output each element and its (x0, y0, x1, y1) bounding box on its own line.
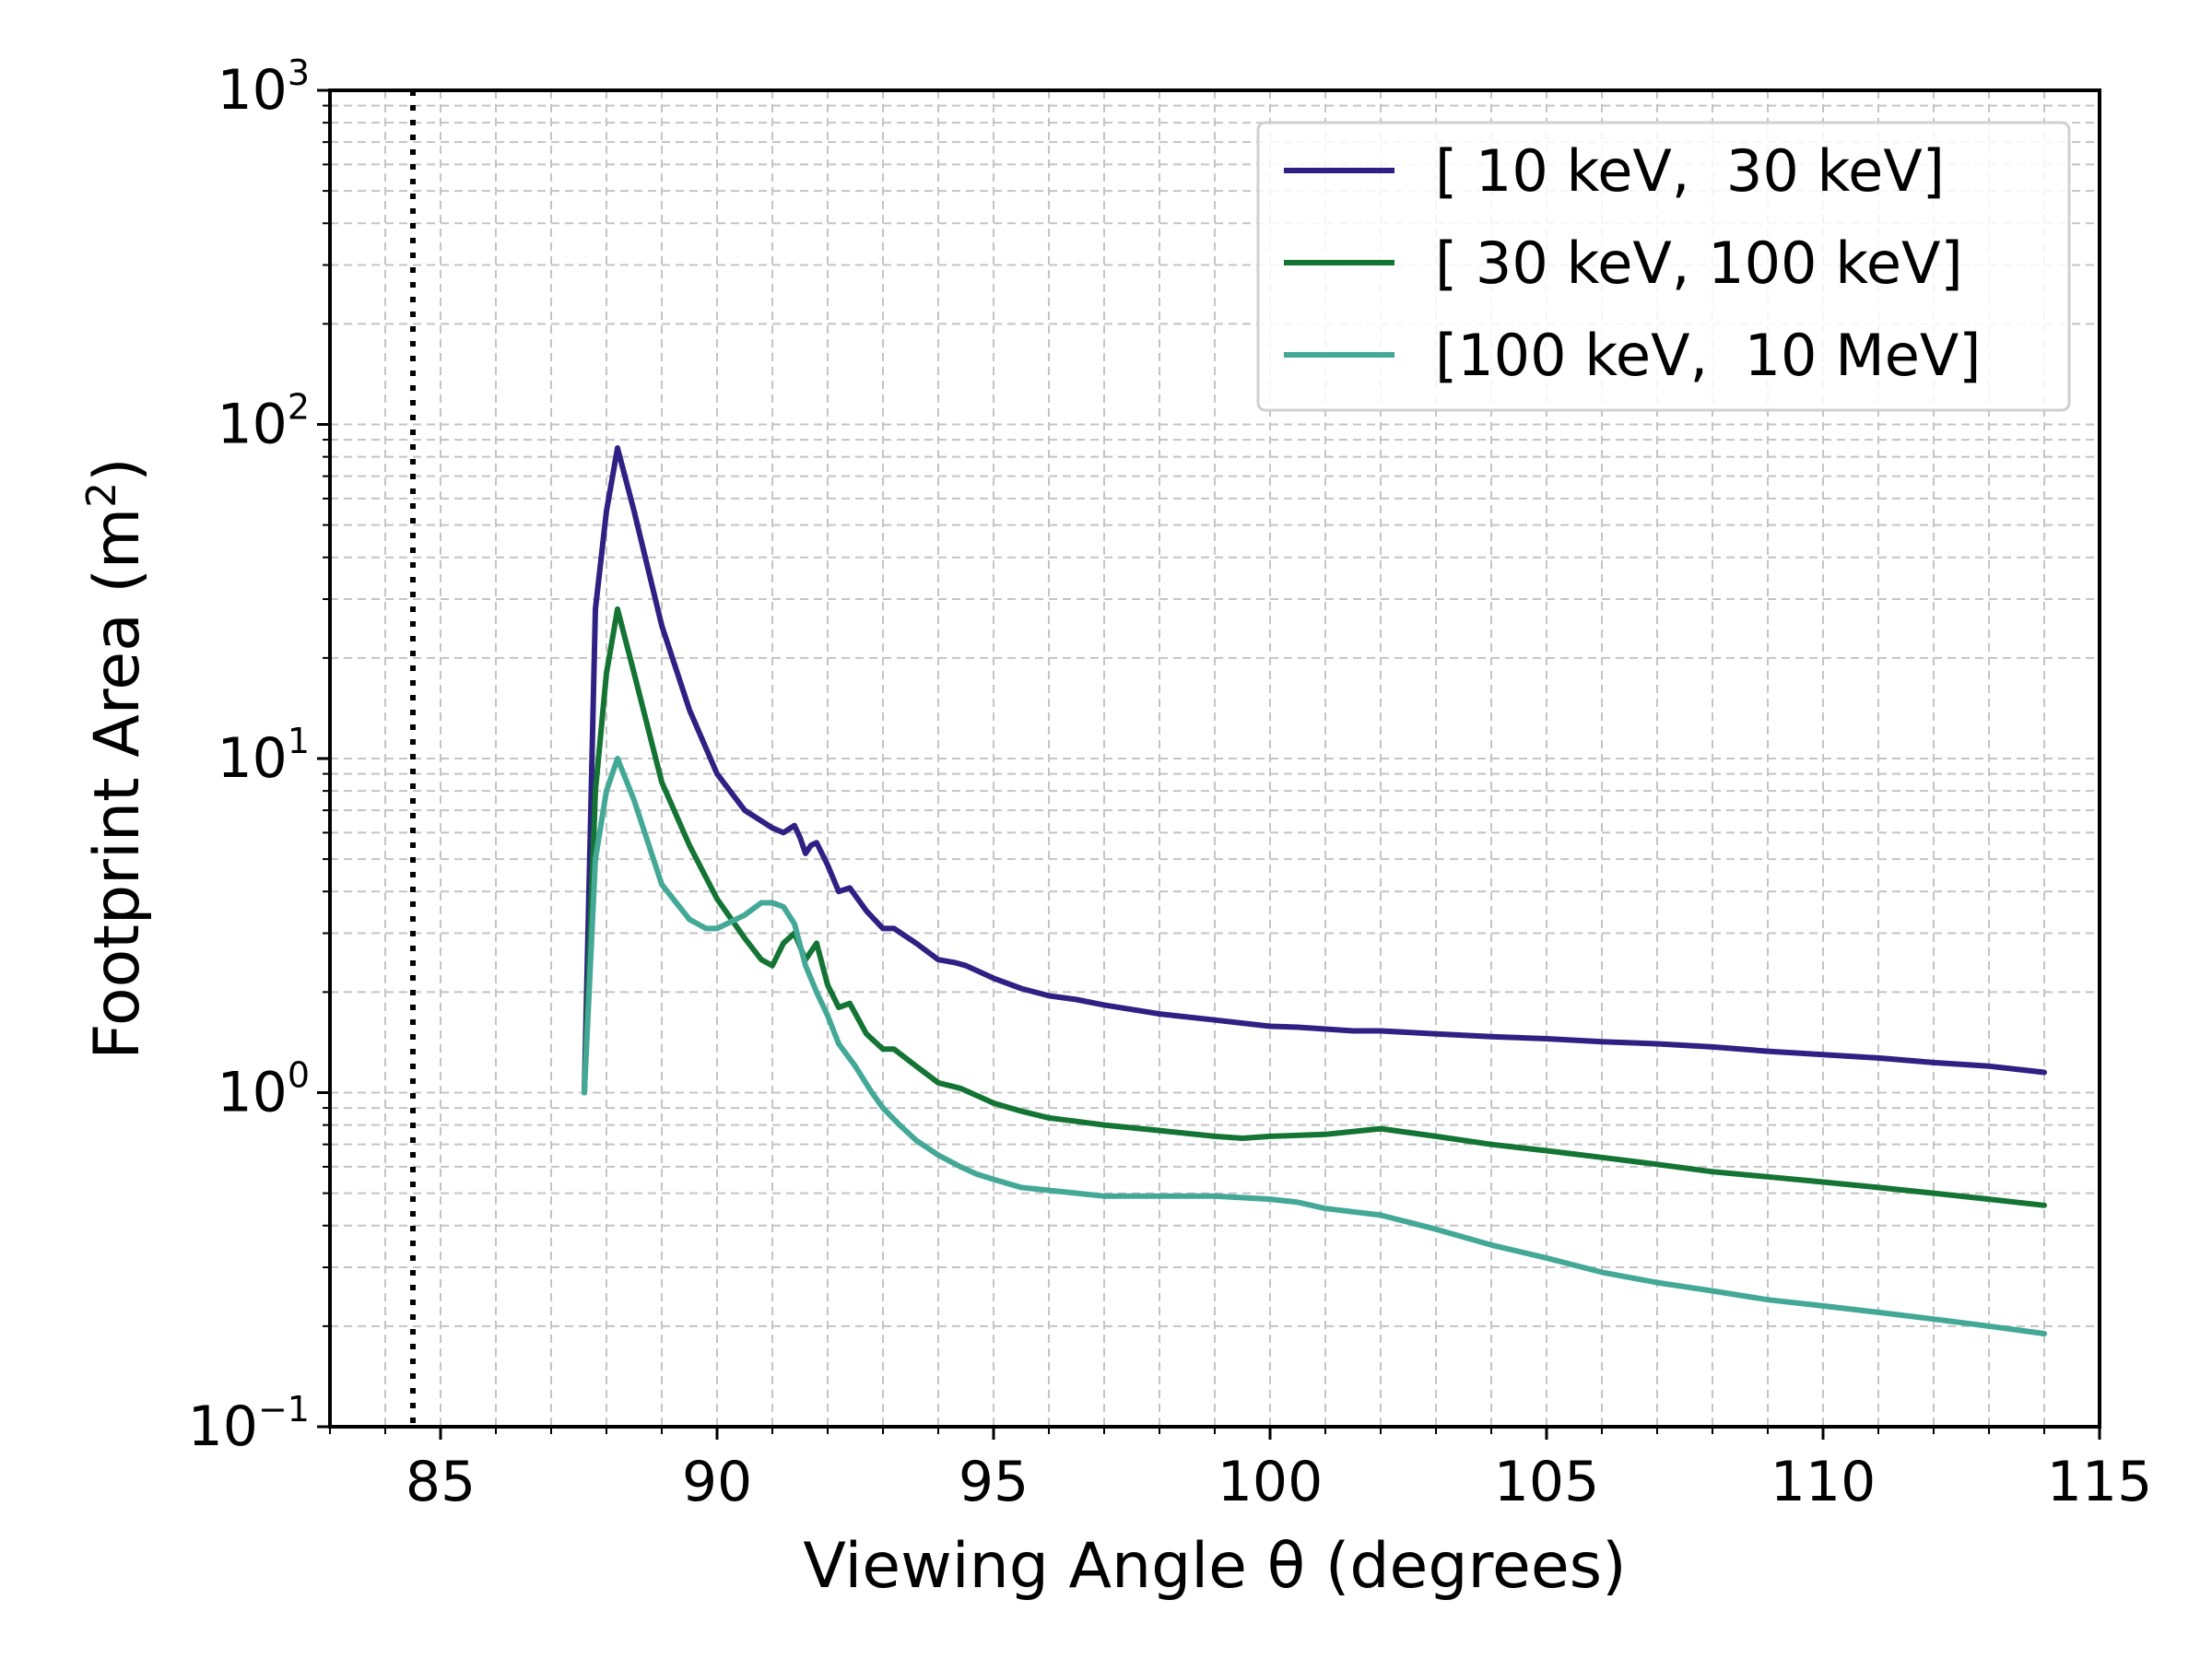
x-tick-label: 85 (406, 1450, 476, 1514)
x-tick-label: 90 (682, 1450, 752, 1514)
x-tick-label: 95 (959, 1450, 1029, 1514)
series-line-1 (582, 445, 2047, 1096)
y-tick-label-base: 10 (188, 1394, 258, 1459)
y-tick-label-exponent: 3 (288, 53, 310, 93)
y-tick-label: 103 (217, 53, 310, 123)
y-tick-label-exponent: 2 (288, 387, 310, 428)
y-tick-label: 10−1 (188, 1389, 310, 1459)
legend-label-1: [ 10 keV, 30 keV] (1435, 137, 1945, 205)
x-axis-label: Viewing Angle θ (degrees) (803, 1530, 1626, 1603)
y-tick-label-exponent: −1 (258, 1389, 310, 1430)
y-tick-label-base: 10 (217, 393, 287, 457)
y-axis-label-text: Footprint Area (m (81, 508, 154, 1060)
legend-box (1256, 121, 2071, 412)
y-tick-label: 100 (217, 1055, 310, 1125)
y-tick-label-base: 10 (217, 726, 287, 791)
y-tick-label-base: 10 (217, 1061, 287, 1125)
legend-label-2: [ 30 keV, 100 keV] (1435, 229, 1963, 297)
series-layer (582, 445, 2047, 1336)
series-line-3 (582, 756, 2047, 1336)
x-tick-label: 110 (1771, 1450, 1877, 1514)
y-axis-label-close: ) (81, 457, 154, 482)
y-axis-label: Footprint Area (m2) (78, 457, 155, 1059)
x-tick-label: 105 (1494, 1450, 1600, 1514)
legend-label-3: [100 keV, 10 MeV] (1435, 322, 1981, 389)
x-tick-label: 100 (1218, 1450, 1324, 1514)
y-tick-label: 102 (217, 387, 310, 457)
x-tick-label: 115 (2047, 1450, 2153, 1514)
y-tick-label-exponent: 0 (288, 1055, 310, 1096)
series-line-2 (582, 606, 2047, 1208)
y-tick-label-base: 10 (217, 58, 287, 123)
y-axis-label-exponent: 2 (78, 482, 125, 508)
legend: [ 10 keV, 30 keV] [ 30 keV, 100 keV] [100 … (1256, 121, 2071, 412)
y-tick-label-exponent: 1 (288, 721, 310, 761)
y-tick-label: 101 (217, 721, 310, 791)
